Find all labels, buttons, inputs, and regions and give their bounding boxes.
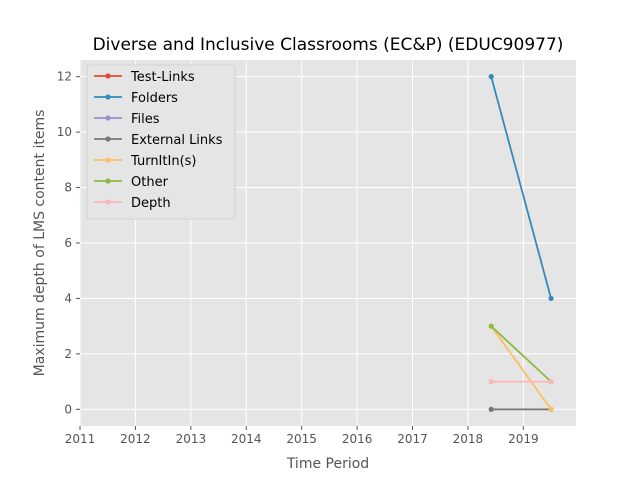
y-tick-label: 10 <box>57 125 72 139</box>
legend-marker <box>105 94 111 100</box>
data-point-folders <box>488 74 494 80</box>
legend-marker <box>105 178 111 184</box>
legend-label: Files <box>131 112 160 127</box>
legend-label: External Links <box>131 133 223 148</box>
series-line-folders <box>490 76 552 299</box>
y-tick-label: 0 <box>64 402 72 416</box>
legend-marker <box>105 199 111 205</box>
y-axis-label: Maximum depth of LMS content items <box>32 110 48 377</box>
series-layer <box>488 74 554 412</box>
x-axis-label: Time Period <box>286 456 369 472</box>
legend-marker <box>105 115 111 121</box>
legend-label: Test-Links <box>130 70 195 85</box>
data-point-folders <box>548 295 554 302</box>
x-tick-label: 2014 <box>231 432 262 446</box>
x-tick-label: 2016 <box>342 432 373 446</box>
legend-marker <box>105 157 111 163</box>
axis-ticks: 2011 2012 2013 2014 2015 2016 2017 2018 2019 0 2 4 6… <box>57 70 539 446</box>
legend-label: Folders <box>131 91 178 106</box>
legend-label: Other <box>131 175 169 190</box>
y-tick-label: 12 <box>57 70 72 84</box>
x-tick-label: 2018 <box>453 432 484 446</box>
series-line-other <box>490 325 552 383</box>
y-tick-label: 6 <box>64 236 72 250</box>
chart-title: Diverse and Inclusive Classrooms (EC&P) … <box>93 35 564 55</box>
legend-box <box>86 64 236 220</box>
legend: Test-Links Folders Files External Links Turn… <box>86 64 236 220</box>
legend-label: Depth <box>131 196 171 211</box>
y-tick-label: 2 <box>64 347 72 361</box>
legend-marker <box>105 136 111 142</box>
legend-marker <box>105 73 111 79</box>
x-tick-label: 2012 <box>120 432 151 446</box>
x-tick-label: 2015 <box>286 432 317 446</box>
x-tick-label: 2011 <box>65 432 96 446</box>
y-tick-label: 4 <box>64 291 72 305</box>
data-point-depth <box>548 379 554 385</box>
series-line-turnitin-s <box>490 325 552 410</box>
data-point-depth <box>488 379 494 385</box>
data-point-other <box>488 323 494 329</box>
data-point-turnitin-s <box>548 406 554 412</box>
data-point-external-links <box>488 406 494 412</box>
y-tick-label: 8 <box>64 181 72 195</box>
x-tick-label: 2019 <box>508 432 539 446</box>
x-tick-label: 2013 <box>176 432 207 446</box>
legend-label: TurnItIn(s) <box>130 154 196 169</box>
x-tick-label: 2017 <box>397 432 428 446</box>
